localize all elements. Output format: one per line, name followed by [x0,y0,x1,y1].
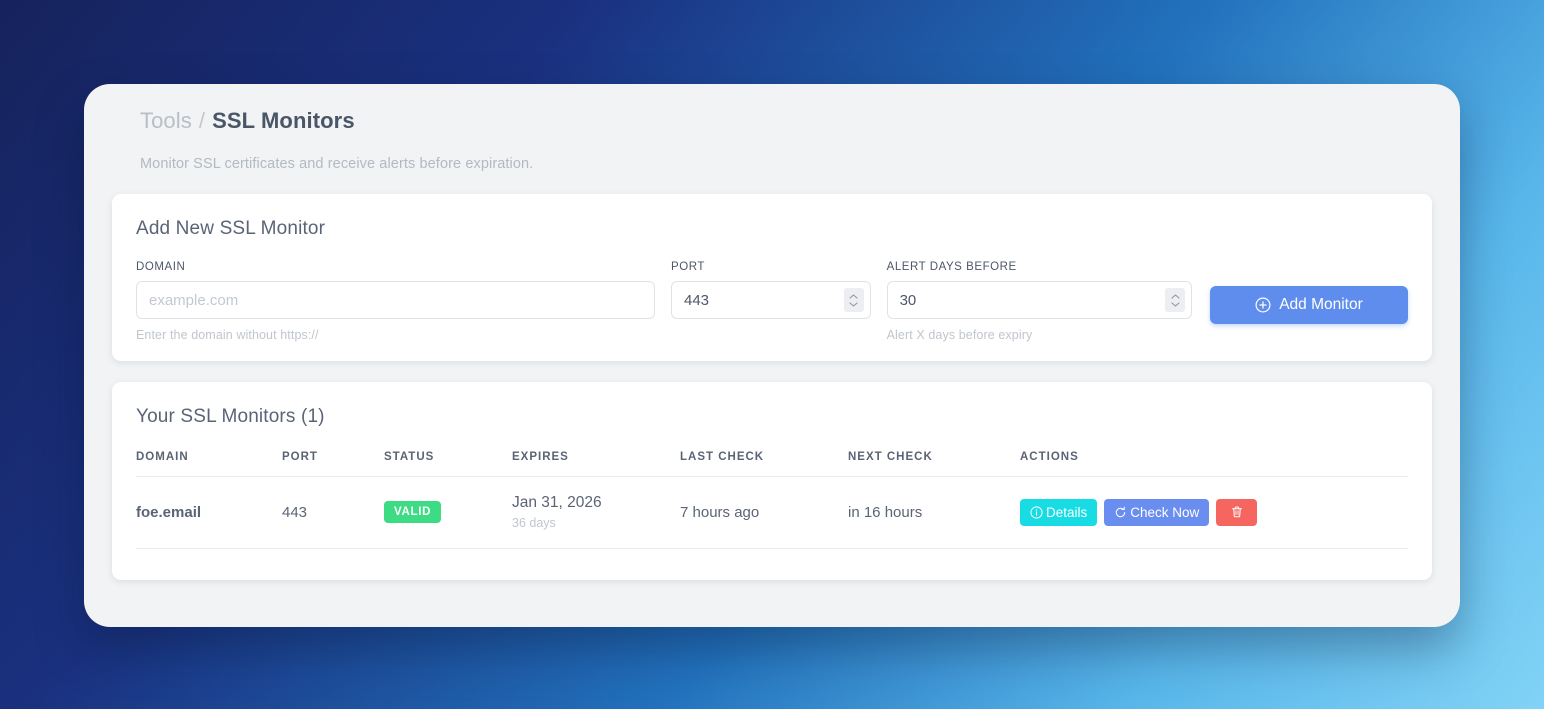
cell-domain: foe.email [136,476,282,549]
info-icon [1030,505,1043,519]
expires-days-remaining: 36 days [512,516,556,530]
delete-monitor-button[interactable] [1216,498,1258,526]
alert-days-stepper[interactable] [1165,288,1185,312]
column-header-port: PORT [282,451,384,477]
cell-actions: Details Check Now [1020,476,1408,549]
domain-help-text: Enter the domain without https:// [136,328,319,342]
column-header-expires: EXPIRES [512,451,680,477]
app-window: Tools / SSL Monitors .crumb-parent{} Mon… [84,84,1460,627]
add-monitor-card: Add New SSL Monitor DOMAIN Enter the dom… [112,194,1432,361]
alert-days-input[interactable] [886,281,1192,319]
check-now-button[interactable]: Check Now [1104,498,1210,526]
check-now-button-label: Check Now [1130,504,1200,520]
alert-days-help-text: Alert X days before expiry [886,328,1033,342]
cell-status: VALID [384,476,512,549]
breadcrumb: Tools / SSL Monitors [112,84,1432,134]
plus-circle-icon [1255,297,1271,313]
expires-date: Jan 31, 2026 [512,494,602,511]
port-label: PORT [670,261,705,273]
add-monitor-button[interactable]: Add Monitor [1210,286,1408,324]
table-header-row: DOMAIN PORT STATUS EXPIRES LAST CHECK NE… [136,451,1408,477]
port-field-group: PORT [670,261,871,319]
breadcrumb-parent[interactable]: Tools [140,108,192,133]
column-header-next-check: NEXT CHECK [848,451,1020,477]
breadcrumb-separator: / [198,108,206,133]
monitors-table: DOMAIN PORT STATUS EXPIRES LAST CHECK NE… [136,451,1408,549]
status-badge: VALID [384,501,442,523]
monitors-list-title: Your SSL Monitors (1) [136,406,325,427]
port-stepper[interactable] [843,288,864,312]
column-header-actions: ACTIONS [1020,451,1408,477]
chevron-up-icon [849,293,858,299]
monitors-list-card: Your SSL Monitors (1) DOMAIN PORT STATUS… [112,382,1432,580]
refresh-icon [1116,506,1126,517]
alert-days-label: ALERT DAYS BEFORE [886,261,1017,273]
details-button[interactable]: Details [1020,498,1098,526]
page-title: SSL Monitors [212,108,355,133]
cell-expires: Jan 31, 2026 36 days [512,476,680,549]
column-header-last-check: LAST CHECK [680,451,848,477]
trash-icon [1231,506,1242,518]
chevron-up-icon [1170,293,1180,299]
add-monitor-form: DOMAIN Enter the domain without https://… [136,261,1408,342]
domain-input[interactable] [136,281,655,319]
table-row: foe.email 443 VALID Jan 31, 2026 36 days… [136,476,1408,549]
chevron-down-icon [849,301,858,307]
cell-next-check: in 16 hours [848,476,1020,549]
add-monitor-button-label: Add Monitor [1279,296,1363,313]
chevron-down-icon [1170,301,1180,307]
page-subtitle: Monitor SSL certificates and receive ale… [140,156,534,172]
port-input[interactable] [670,281,871,319]
column-header-status: STATUS [384,451,512,477]
add-monitor-title: Add New SSL Monitor [136,218,326,239]
alert-days-field-group: ALERT DAYS BEFORE Alert X days before ex… [886,261,1192,342]
cell-port: 443 [282,476,384,549]
column-header-domain: DOMAIN [136,451,282,477]
domain-field-group: DOMAIN Enter the domain without https:// [136,261,655,342]
cell-last-check: 7 hours ago [680,476,848,549]
row-actions: Details Check Now [1020,498,1408,526]
details-button-label: Details [1046,504,1088,520]
domain-label: DOMAIN [136,261,186,273]
